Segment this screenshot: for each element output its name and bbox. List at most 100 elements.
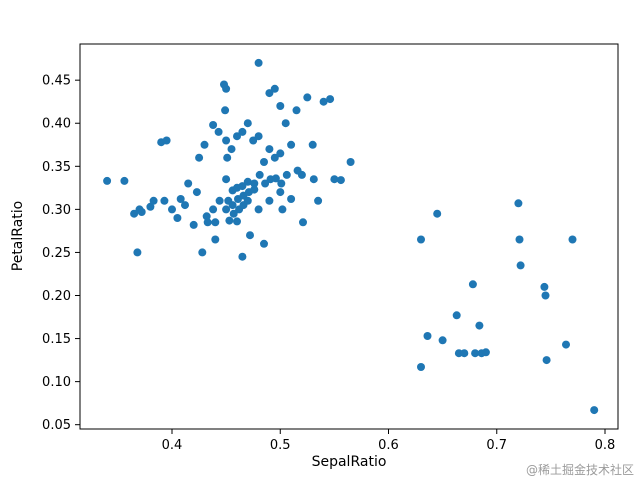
data-point (541, 291, 550, 300)
y-tick-label: 0.35 (42, 160, 71, 175)
data-point (542, 356, 551, 365)
data-point (314, 196, 323, 205)
data-point (460, 349, 469, 358)
data-point (433, 209, 442, 218)
data-point (249, 136, 258, 145)
y-tick-label: 0.40 (42, 117, 71, 132)
x-tick-label: 0.4 (162, 438, 183, 453)
data-point (227, 145, 236, 154)
data-point (303, 93, 312, 102)
data-point (221, 106, 230, 115)
data-point (276, 188, 285, 197)
data-point (308, 140, 317, 149)
data-point (133, 248, 142, 257)
data-points (103, 58, 599, 415)
data-point (198, 248, 207, 257)
data-point (326, 95, 335, 104)
x-tick-label: 0.5 (270, 438, 291, 453)
data-point (238, 182, 247, 191)
data-point (278, 205, 287, 214)
data-point (243, 119, 252, 128)
data-point (229, 209, 238, 218)
data-point (222, 136, 231, 145)
y-tick-label: 0.45 (42, 74, 71, 89)
data-point (475, 321, 484, 330)
data-point (149, 196, 158, 205)
data-point (254, 132, 263, 141)
data-point (214, 127, 223, 136)
data-point (292, 106, 301, 115)
data-point (281, 119, 290, 128)
data-point (270, 84, 279, 93)
y-tick-label: 0.15 (42, 332, 71, 347)
plot-background (80, 44, 618, 429)
data-point (452, 311, 461, 320)
data-point (225, 216, 234, 225)
data-point (277, 179, 286, 188)
data-point (211, 235, 220, 244)
data-point (211, 218, 220, 227)
data-point (184, 179, 193, 188)
data-point (222, 205, 231, 214)
data-point (222, 175, 231, 184)
data-point (176, 195, 185, 203)
x-tick-label: 0.8 (595, 438, 616, 453)
data-point (423, 332, 432, 340)
data-point (417, 235, 425, 244)
data-point (276, 149, 285, 158)
y-tick-label: 0.05 (42, 418, 71, 433)
data-point (200, 140, 209, 149)
data-point (222, 84, 231, 93)
data-point (276, 102, 285, 110)
data-point (330, 175, 339, 184)
data-point (270, 153, 279, 162)
data-point (195, 153, 204, 162)
data-point (590, 406, 599, 415)
data-point (287, 195, 296, 203)
y-axis-label: PetalRatio (10, 201, 26, 271)
data-point (243, 177, 252, 186)
data-point (297, 170, 306, 179)
data-point (250, 179, 259, 188)
data-point (203, 218, 212, 227)
data-point (120, 176, 129, 185)
data-point (223, 153, 232, 162)
data-point (481, 348, 490, 357)
plot-border (79, 43, 619, 430)
data-point (209, 205, 218, 214)
data-point (417, 363, 425, 371)
data-point (287, 140, 296, 149)
x-tick-label: 0.7 (486, 438, 507, 453)
x-tick-label: 0.6 (378, 438, 399, 453)
data-point (168, 205, 176, 214)
data-point (514, 199, 523, 208)
data-point (309, 175, 318, 184)
data-point (516, 261, 525, 270)
data-point (255, 170, 264, 179)
data-point (515, 235, 524, 244)
data-point (103, 176, 112, 185)
data-point (162, 136, 171, 145)
data-point (299, 218, 307, 227)
data-point (438, 336, 447, 345)
data-point (173, 214, 182, 222)
y-tick-label: 0.25 (42, 246, 71, 261)
data-point (189, 220, 198, 229)
data-point (261, 179, 270, 188)
y-tick-label: 0.20 (42, 289, 71, 304)
x-axis-label: SepalRatio (312, 454, 387, 470)
data-point (468, 280, 477, 289)
data-point (233, 132, 241, 141)
data-point (192, 188, 201, 197)
data-point (228, 201, 237, 210)
data-point (471, 349, 480, 358)
data-point (282, 170, 291, 179)
data-point (238, 127, 247, 136)
data-point (137, 208, 146, 216)
data-point (209, 121, 218, 129)
data-point (215, 196, 224, 205)
data-point (568, 235, 577, 244)
data-point (250, 185, 259, 194)
data-point (181, 201, 189, 210)
